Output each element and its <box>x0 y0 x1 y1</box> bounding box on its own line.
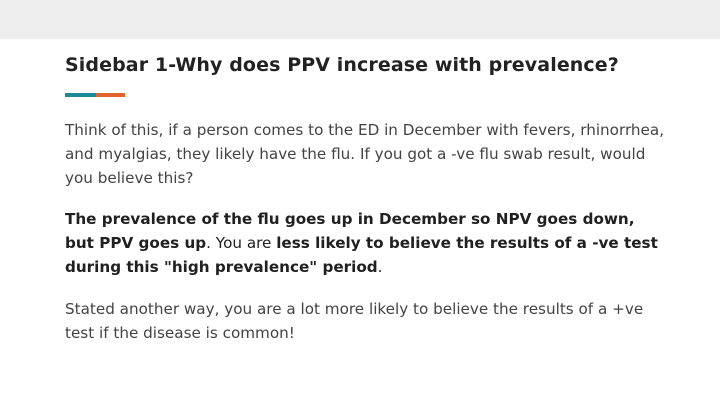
header-band <box>0 0 720 39</box>
slide-title: Sidebar 1-Why does PPV increase with pre… <box>65 54 619 76</box>
title-accent-orange <box>96 93 125 97</box>
title-accent-teal <box>65 93 96 97</box>
paragraph-summary: Stated another way, you are a lot more l… <box>65 300 644 342</box>
connector-text: . You are <box>206 234 277 252</box>
prevalence-statement: The prevalence of the flu goes up in Dec… <box>65 210 635 252</box>
paragraph-flu-scenario: Think of this, if a person comes to the … <box>65 121 665 187</box>
paragraph-prevalence-explanation: The prevalence of the flu goes up in Dec… <box>65 207 665 279</box>
sentence-end: . <box>377 258 383 276</box>
less-likely-statement: less likely to believe the results of a … <box>65 234 658 276</box>
